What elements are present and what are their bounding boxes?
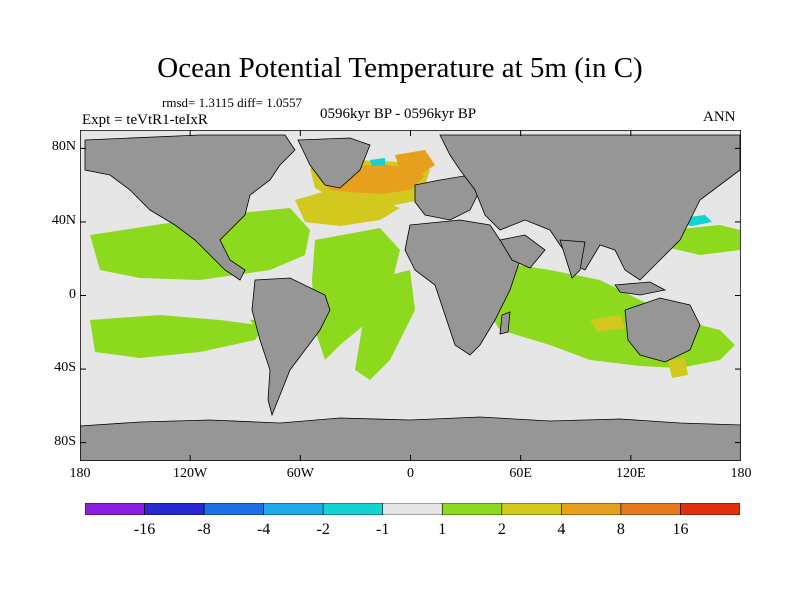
colorbar-segment: [382, 503, 443, 515]
land-masses: [80, 134, 741, 461]
colorbar: [85, 503, 740, 515]
colorbar-segment: [144, 503, 205, 515]
lon-label: 60W: [286, 466, 314, 481]
colorbar-label: -8: [197, 521, 211, 538]
colorbar-segment: [501, 503, 562, 515]
experiment-label: Expt = teVtR1-teIxR: [82, 112, 208, 128]
colorbar-segment: [85, 503, 145, 515]
eurasia: [439, 134, 741, 281]
colorbar-segment: [263, 503, 324, 515]
colorbar-segment: [620, 503, 681, 515]
colorbar-label: 4: [557, 521, 566, 538]
europe: [414, 174, 481, 221]
australia: [624, 297, 701, 363]
lon-label: 180: [69, 466, 91, 481]
lon-label: 60E: [509, 466, 532, 481]
lat-label: 80N: [51, 139, 76, 155]
colorbar-segment: [680, 503, 740, 515]
madagascar: [499, 311, 511, 335]
south-america: [251, 277, 331, 417]
colorbar-label: -4: [256, 521, 271, 538]
north-america: [84, 134, 296, 281]
lon-label: 120E: [616, 466, 646, 481]
colorbar-segment: [441, 503, 503, 515]
lon-ticks: [80, 130, 741, 461]
rmsd-diff-stats: rmsd= 1.3115 diff= 1.0557: [162, 95, 302, 110]
colorbar-label: 2: [497, 521, 506, 538]
lon-label: 120W: [173, 466, 208, 481]
season-label: ANN: [703, 109, 736, 125]
lat-label: 40S: [54, 360, 76, 376]
lat-label: 0: [69, 286, 76, 302]
colorbar-segment: [322, 503, 384, 515]
colorbar-label: -16: [133, 521, 156, 538]
colorbar-segment: [561, 503, 622, 515]
arabia: [499, 234, 546, 269]
period-label: 0596kyr BP - 0596kyr BP: [320, 106, 477, 122]
lat-label: 40N: [51, 212, 76, 228]
greenland: [297, 137, 371, 189]
colorbar-label: 8: [616, 521, 625, 538]
lon-label: 180: [730, 466, 752, 481]
antarctica: [80, 416, 741, 461]
india: [559, 239, 586, 279]
map-title: Ocean Potential Temperature at 5m (in C): [157, 52, 643, 84]
world-map: [80, 130, 741, 461]
colorbar-label: -2: [316, 521, 330, 538]
colorbar-label: 16: [672, 521, 689, 538]
colorbar-label: 1: [438, 521, 447, 538]
lat-label: 80S: [54, 433, 76, 449]
lon-label: 0: [407, 466, 414, 481]
colorbar-segment: [203, 503, 264, 515]
colorbar-label: -1: [376, 521, 390, 538]
indonesia: [614, 281, 667, 296]
lat-ticks: [80, 147, 741, 444]
africa: [404, 219, 521, 356]
